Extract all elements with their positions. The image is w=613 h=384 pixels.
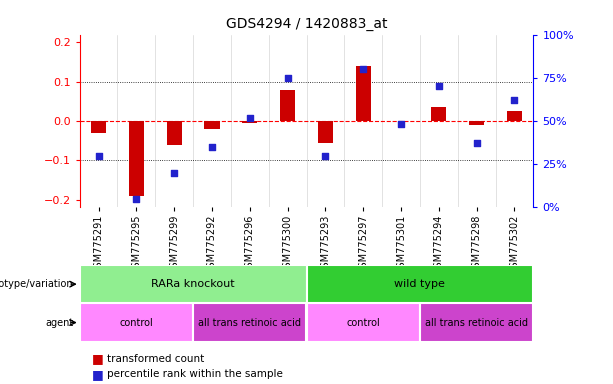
Bar (129, 121, 144, 195)
Bar (420, 303, 533, 342)
Text: ■: ■ (92, 353, 104, 366)
Text: genotype/variation: genotype/variation (0, 279, 74, 289)
Bar (280, 89, 295, 121)
Bar (193, 303, 306, 342)
Text: ■: ■ (92, 368, 104, 381)
Bar (356, 66, 371, 121)
Bar (318, 121, 333, 142)
Point (509, 97, 519, 103)
Point (396, 121, 406, 127)
Point (283, 74, 292, 81)
Point (207, 144, 217, 150)
Point (434, 83, 444, 89)
Bar (507, 111, 522, 121)
Bar (306, 265, 533, 303)
Point (472, 140, 482, 146)
Bar (432, 107, 446, 121)
Point (169, 170, 179, 176)
Point (358, 66, 368, 72)
Point (245, 114, 255, 121)
Bar (306, 303, 420, 342)
Title: GDS4294 / 1420883_at: GDS4294 / 1420883_at (226, 17, 387, 31)
Bar (80, 265, 306, 303)
Text: all trans retinoic acid: all trans retinoic acid (425, 318, 528, 328)
Text: agent: agent (45, 318, 74, 328)
Bar (167, 121, 181, 144)
Point (321, 152, 330, 159)
Text: control: control (120, 318, 153, 328)
Bar (80, 303, 193, 342)
Point (131, 195, 141, 202)
Text: wild type: wild type (395, 279, 445, 289)
Text: RARa knockout: RARa knockout (151, 279, 235, 289)
Text: control: control (346, 318, 380, 328)
Bar (469, 121, 484, 125)
Bar (91, 121, 106, 133)
Point (94, 152, 104, 159)
Text: percentile rank within the sample: percentile rank within the sample (107, 369, 283, 379)
Bar (242, 121, 257, 123)
Text: transformed count: transformed count (107, 354, 205, 364)
Bar (205, 121, 219, 129)
Text: all trans retinoic acid: all trans retinoic acid (198, 318, 302, 328)
